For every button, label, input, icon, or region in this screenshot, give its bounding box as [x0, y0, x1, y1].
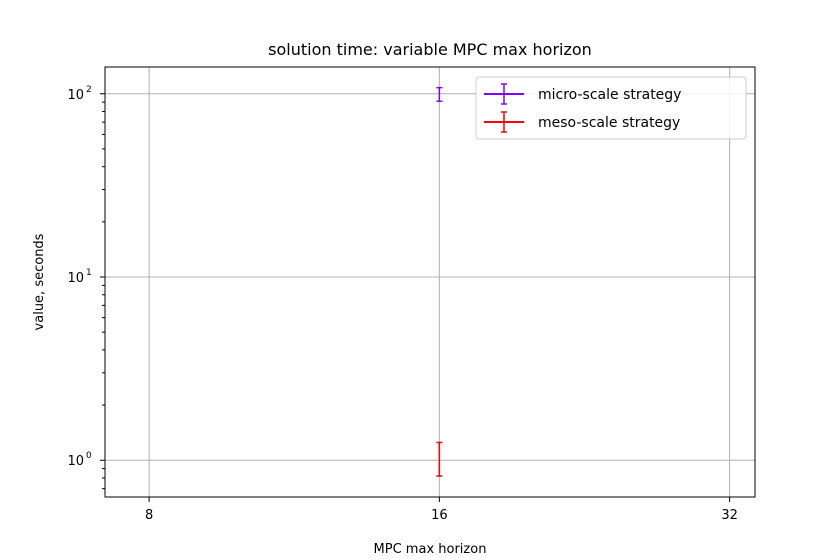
y-axis-label: value, seconds — [32, 233, 47, 330]
series-2 — [436, 441, 443, 477]
x-tick-label: 16 — [431, 508, 448, 523]
series-1 — [436, 86, 443, 103]
y-tick-label: 10 — [67, 88, 84, 103]
y-tick-exponent: 0 — [86, 451, 92, 461]
legend: micro-scale strategy meso-scale strategy — [475, 76, 747, 140]
y-tick-exponent: 2 — [86, 85, 92, 95]
y-tick-label: 10 — [67, 454, 84, 469]
series-layer — [436, 86, 443, 477]
x-tick-label: 8 — [145, 508, 153, 523]
legend-label: micro-scale strategy — [538, 87, 681, 103]
x-axis-label: MPC max horizon — [374, 542, 487, 557]
legend-label: meso-scale strategy — [538, 115, 680, 131]
y-tick-label: 10 — [67, 271, 84, 286]
plot-frame — [104, 66, 756, 498]
chart-title: solution time: variable MPC max horizon — [268, 40, 592, 59]
x-tick-label: 32 — [721, 508, 738, 523]
legend-box — [475, 76, 747, 140]
y-tick-exponent: 1 — [86, 268, 92, 278]
